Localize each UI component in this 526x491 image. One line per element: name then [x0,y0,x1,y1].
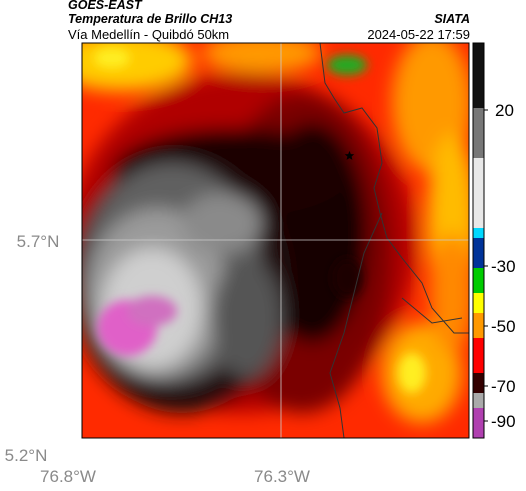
lon-tick-label: 76.8°W [40,467,96,486]
colorbar-tick-label: -30 [491,257,516,276]
colorbar [472,42,488,439]
timestamp: 2024-05-22 17:59 [367,27,470,42]
product-title: Temperatura de Brillo CH13 [68,12,233,26]
colorbar-tick-label: -90 [491,412,516,431]
region-label: Vía Medellín - Quibdó 50km [68,27,230,42]
colorbar-tick-label: 20 [495,101,514,120]
lat-tick-label: 5.2°N [5,446,48,465]
coldest-tops [94,48,426,393]
map-frame [81,42,470,439]
satellite-name: GOES-EAST [68,0,142,12]
lat-tick-label: 5.7°N [17,232,60,251]
satellite-map [82,43,469,438]
agency-label: SIATA [434,12,470,26]
boundary-line [401,297,463,324]
boundary-line [319,43,469,334]
colorbar-tick-label: -50 [491,317,516,336]
star-marker [344,150,355,160]
boundary-line [329,212,383,438]
colorbar-tick-label: -70 [491,377,516,396]
cloud-field [82,43,469,423]
star-icon [344,150,355,160]
lon-tick-label: 76.3°W [254,467,310,486]
